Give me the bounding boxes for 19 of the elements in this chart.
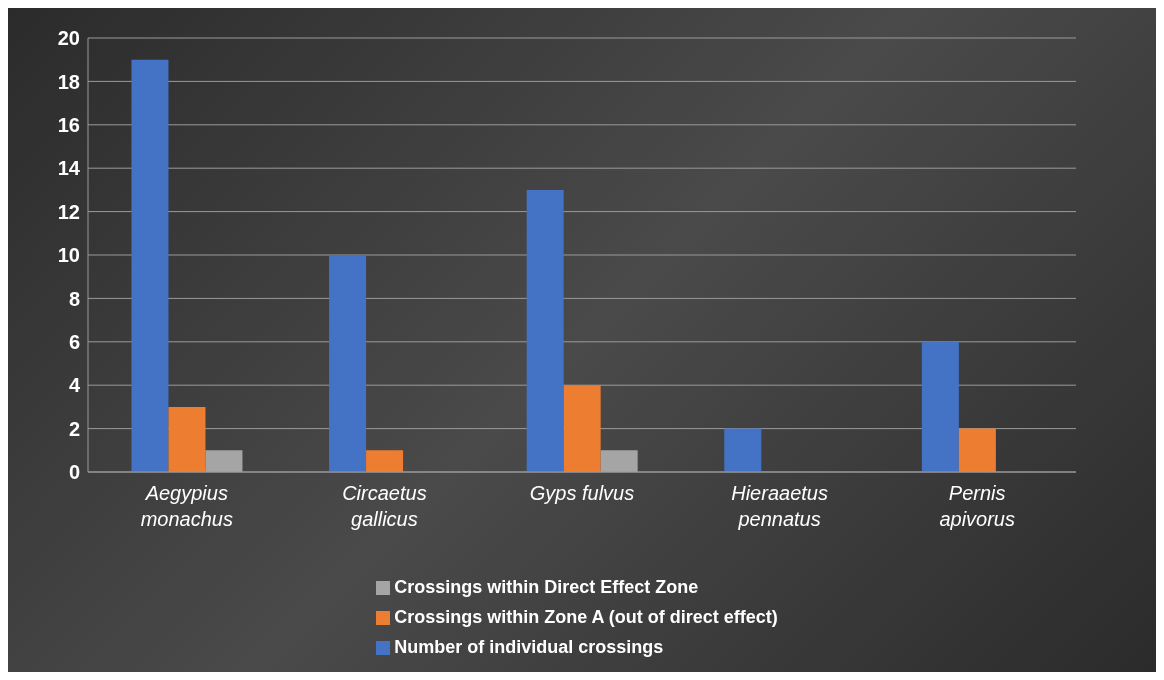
legend-label: Crossings within Direct Effect Zone [394, 577, 699, 597]
y-tick-label: 4 [68, 374, 81, 397]
x-tick-label: Aegypius monachus [140, 482, 233, 530]
y-tick-label: 10 [57, 244, 80, 267]
y-tick-label: 18 [57, 70, 80, 93]
y-tick-label: 6 [68, 330, 80, 353]
x-tick-label: Hieraaetus pennatus [731, 482, 828, 530]
y-tick-label: 2 [68, 417, 80, 440]
x-tick-label: Circaetus gallicus [342, 482, 427, 530]
x-tick-label: Pernis apivorus [939, 482, 1015, 530]
x-tick-label: Gyps fulvus [529, 482, 635, 504]
y-tick-label: 12 [57, 200, 80, 223]
y-tick-label: 8 [68, 287, 80, 310]
legend-label: Number of individual crossings [394, 637, 664, 657]
y-tick-label: 0 [68, 461, 80, 484]
y-tick-label: 16 [57, 113, 80, 136]
legend-label: Crossings within Zone A (out of direct effect) [394, 607, 778, 627]
y-tick-label: 20 [57, 27, 80, 50]
y-tick-label: 14 [57, 157, 81, 180]
